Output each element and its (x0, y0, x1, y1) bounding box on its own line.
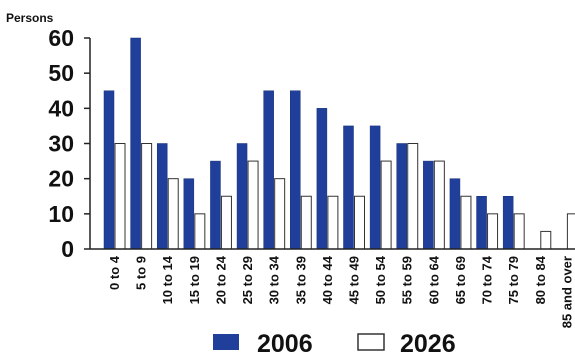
x-tick-label: 50 to 54 (373, 255, 388, 304)
bar-2006-50-to-54 (369, 125, 381, 250)
x-tick-label: 60 to 64 (426, 255, 441, 304)
bar-2006-35-to-39 (290, 90, 301, 250)
bar-2026-70-to-74 (487, 213, 499, 250)
bar-2006-10-to-14 (156, 143, 168, 250)
bar-2026-80-to-84 (540, 230, 552, 250)
x-tick-label: 35 to 39 (293, 256, 308, 304)
bar-2006-25-to-29 (236, 143, 248, 250)
y-tick-label: 50 (48, 60, 74, 86)
bar-2006-55-to-59 (396, 143, 407, 250)
legend-swatch-2026 (357, 333, 385, 351)
bar-2026-40-to-44 (327, 195, 339, 250)
bar-2026-20-to-24 (220, 195, 232, 250)
bar-2026-15-to-19 (194, 213, 206, 250)
x-tick-label: 10 to 14 (160, 255, 175, 304)
bar-2006-65-to-69 (449, 178, 461, 250)
y-tick-label: 30 (48, 131, 74, 157)
bar-2006-5-to-9 (130, 37, 141, 250)
bar-2026-35-to-39 (300, 195, 312, 250)
bar-2026-25-to-29 (247, 160, 259, 250)
y-tick-label: 0 (61, 236, 74, 262)
bar-2026-45-to-49 (354, 195, 365, 250)
x-tick-label: 85 and over (559, 256, 574, 328)
x-tick-label: 0 to 4 (107, 255, 122, 290)
bar-2006-15-to-19 (183, 178, 195, 250)
x-tick-label: 20 to 24 (213, 255, 228, 304)
y-tick-label: 20 (48, 166, 74, 192)
bar-2006-45-to-49 (343, 125, 354, 250)
legend-label-2006: 2006 (257, 330, 313, 358)
x-tick-label: 75 to 79 (506, 256, 521, 304)
bar-2006-40-to-44 (316, 108, 328, 250)
x-tick-label: 80 to 84 (533, 255, 548, 304)
bar-2026-55-to-59 (407, 143, 419, 250)
y-axis-label: Persons (6, 11, 54, 25)
bar-2026-85-and-over (566, 213, 575, 250)
bar-2026-75-to-79 (513, 213, 525, 250)
bar-2026-65-to-69 (460, 195, 472, 250)
legend-swatch-2006 (213, 334, 239, 350)
x-tick-label: 40 to 44 (320, 255, 335, 304)
bar-2026-10-to-14 (167, 178, 179, 250)
bar-2006-60-to-64 (423, 160, 434, 250)
bar-2026-30-to-34 (274, 178, 286, 250)
bar-2006-20-to-24 (210, 160, 221, 250)
x-tick-label: 65 to 69 (453, 256, 468, 304)
y-tick-label: 10 (48, 201, 74, 227)
x-tick-label: 5 to 9 (134, 256, 149, 290)
bar-2006-0-to-4 (103, 90, 115, 250)
x-tick-label: 70 to 74 (480, 255, 495, 304)
bar-2026-0-to-4 (114, 143, 126, 250)
legend: 2006 2026 (213, 330, 456, 358)
bar-2026-60-to-64 (433, 160, 445, 250)
bars (103, 37, 575, 250)
x-tick-label: 30 to 34 (267, 255, 282, 304)
legend-label-2026: 2026 (400, 330, 456, 358)
bar-2006-70-to-74 (476, 196, 487, 250)
bar-2026-50-to-54 (380, 160, 392, 250)
x-tick-label: 55 to 59 (400, 256, 415, 304)
bar-2006-75-to-79 (502, 196, 514, 250)
x-tick-label: 25 to 29 (240, 256, 255, 304)
y-axis-ticks: 0 10 20 30 40 50 60 (48, 25, 90, 262)
bar-2006-30-to-34 (263, 90, 274, 250)
y-tick-label: 60 (48, 25, 74, 51)
x-tick-label: 45 to 49 (347, 256, 362, 304)
x-axis-ticks: 0 to 4 5 to 9 10 to 14 15 to 19 20 to 24 25 t… (107, 255, 574, 328)
bar-2026-5-to-9 (141, 143, 153, 250)
x-tick-label: 15 to 19 (187, 256, 202, 304)
y-tick-label: 40 (48, 95, 74, 121)
